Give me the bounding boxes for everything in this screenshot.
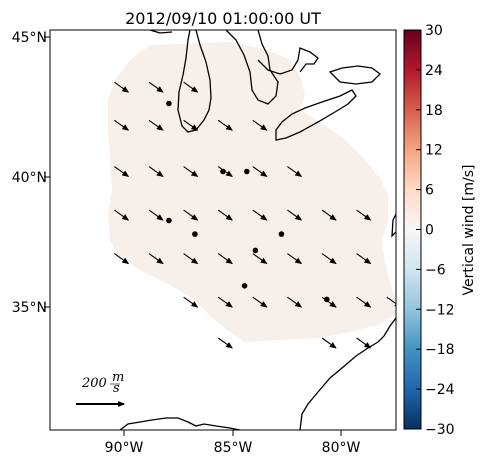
- calm-point-dot: [278, 231, 285, 237]
- calm-points: [166, 100, 330, 303]
- map-title: 2012/09/10 01:00:00 UT: [125, 9, 321, 28]
- lat-tick-label: 45°N: [12, 30, 47, 46]
- longitude-axis: 90°W 85°W 80°W: [105, 430, 361, 456]
- wind-vector-arrow: [252, 119, 268, 131]
- wind-vectors: [114, 81, 396, 349]
- colorbar-tick-label: 12: [425, 143, 443, 159]
- wind-vector-arrow: [217, 337, 233, 349]
- wind-vector-arrow: [252, 166, 268, 177]
- calm-point-dot: [166, 100, 172, 107]
- wind-vector-arrow: [356, 296, 372, 308]
- wind-vector-arrow: [114, 253, 130, 265]
- calm-point-dot: [324, 296, 330, 303]
- wind-vector-arrow: [287, 166, 303, 177]
- colorbar-tick-label: −24: [425, 382, 455, 398]
- carolina-coastline: [299, 317, 396, 430]
- colorbar-tick-label: 24: [425, 63, 443, 79]
- wind-vector-arrow: [356, 337, 372, 349]
- wind-vector-arrow: [321, 337, 337, 349]
- wind-vector-arrow: [386, 296, 396, 308]
- map-frame: [49, 29, 397, 431]
- wind-vector-arrow: [183, 119, 199, 131]
- atlantic-coastline: [391, 213, 396, 238]
- wind-vector-arrow: [183, 81, 199, 93]
- wind-vector-arrow: [183, 296, 199, 308]
- lake-superior-outline: [149, 30, 173, 34]
- wind-vector-arrow: [252, 253, 268, 265]
- wind-vector-arrow: [183, 253, 199, 265]
- lake-huron-outline: [225, 30, 279, 105]
- colorbar-tick-label: −30: [425, 422, 455, 438]
- lake-erie-outline: [275, 89, 357, 141]
- colorbar-tick-label: 0: [425, 223, 434, 239]
- lake-michigan-outline: [177, 30, 212, 133]
- wind-vector-arrow: [252, 296, 268, 308]
- wind-vector-arrow: [217, 209, 233, 221]
- wind-vector-arrow: [217, 296, 233, 308]
- calm-point-dot: [166, 217, 172, 224]
- wind-vector-arrow: [114, 119, 130, 131]
- reference-unit-bottom: s: [113, 381, 120, 396]
- colorbar-tick-label: −12: [425, 302, 455, 318]
- coastlines: [119, 30, 396, 430]
- colorbar-tick-label: 30: [425, 23, 443, 39]
- wind-vector-arrow: [183, 166, 199, 177]
- wind-vector-arrow: [148, 119, 164, 131]
- lon-tick-label: 80°W: [322, 440, 361, 456]
- wind-vector-arrow: [148, 166, 164, 177]
- wind-vector-arrow: [321, 209, 337, 221]
- wind-vector-arrow: [252, 209, 268, 221]
- colorbar-tick-label: 6: [425, 183, 434, 199]
- calm-point-dot: [252, 247, 259, 254]
- colorbar: 30 24 18 12 6 0 −6 −12 −18 −24 −30 Vertical wind […: [403, 23, 477, 438]
- map-area: 200 m s: [50, 30, 396, 430]
- reference-vector: 200 m s: [76, 370, 125, 407]
- wind-vector-arrow: [217, 119, 233, 131]
- calm-point-dot: [192, 231, 198, 237]
- wind-vector-arrow: [114, 81, 130, 93]
- wind-vector-arrow: [148, 253, 164, 265]
- wind-vector-arrow: [356, 253, 372, 265]
- lat-tick-label: 40°N: [12, 170, 47, 186]
- wind-vector-arrow: [287, 209, 303, 221]
- reference-label-number: 200: [81, 376, 107, 391]
- wind-vector-arrow: [217, 253, 233, 265]
- reference-unit-top: m: [112, 370, 124, 385]
- lon-tick-label: 90°W: [105, 440, 144, 456]
- lat-tick-label: 35°N: [12, 300, 47, 316]
- wind-vector-arrow: [287, 296, 303, 308]
- wind-vector-arrow: [183, 209, 199, 221]
- lake-ontario-outline: [328, 65, 381, 85]
- wind-vector-arrow: [148, 81, 164, 93]
- calm-point-dot: [220, 168, 226, 175]
- wind-vector-arrow: [287, 253, 303, 265]
- latitude-axis: 45°N 40°N 35°N: [12, 30, 50, 316]
- lon-tick-label: 85°W: [214, 440, 253, 456]
- wind-vector-arrow: [321, 253, 337, 265]
- reference-label: 200: [81, 376, 107, 391]
- calm-point-dot: [244, 168, 250, 175]
- colorbar-label: Vertical wind [m/s]: [461, 165, 477, 296]
- wind-vector-arrow: [148, 209, 164, 221]
- colorbar-tick-label: −6: [425, 262, 446, 278]
- gulf-coastline: [119, 417, 241, 430]
- georgian-bay-outline: [257, 47, 319, 75]
- colorbar-ticks: 30 24 18 12 6 0 −6 −12 −18 −24 −30: [416, 23, 455, 438]
- colorbar-tick-label: −18: [425, 342, 455, 358]
- wind-vector-arrow: [356, 209, 372, 221]
- calm-point-dot: [241, 283, 248, 289]
- wind-vector-arrow: [114, 166, 130, 177]
- colorbar-tick-label: 18: [425, 103, 443, 119]
- wind-vector-arrow: [114, 209, 130, 221]
